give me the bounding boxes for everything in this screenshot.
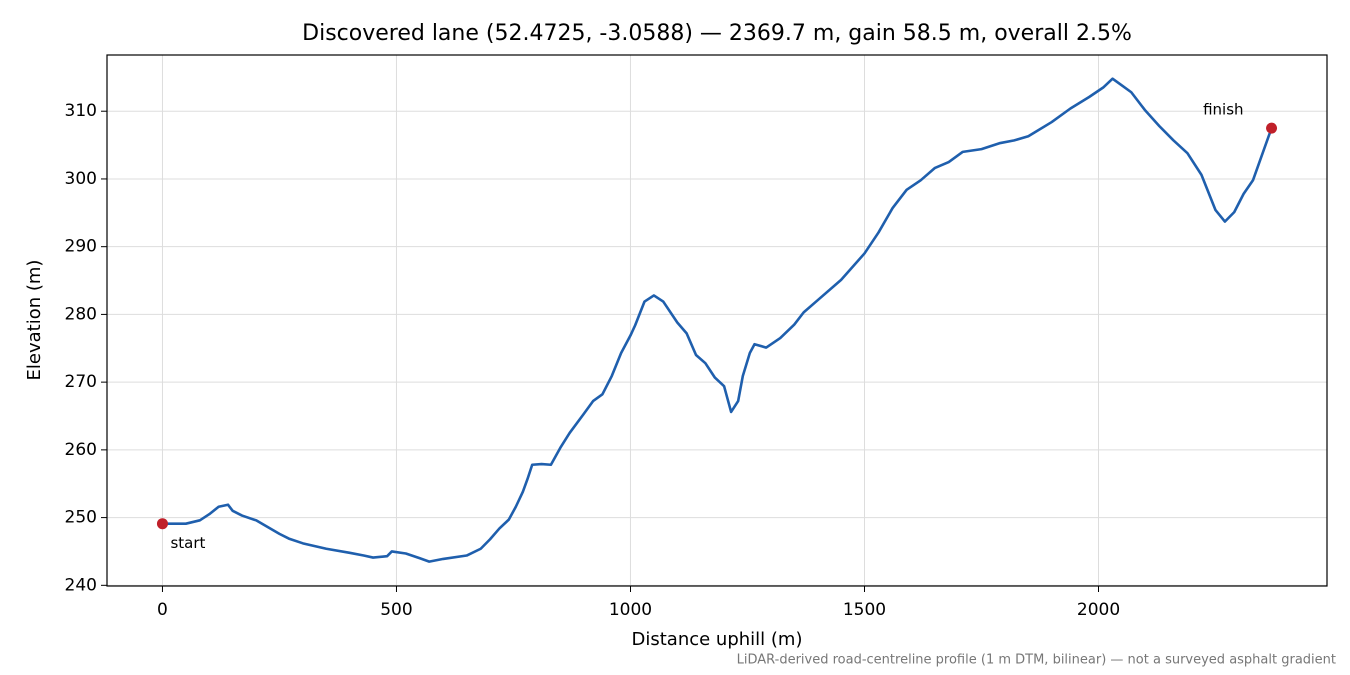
y-axis-label: Elevation (m)	[24, 260, 45, 381]
x-tick-label: 1500	[843, 600, 886, 620]
x-tick-label: 2000	[1077, 600, 1120, 620]
endpoint-label: finish	[1203, 101, 1243, 119]
x-tick-label: 1000	[609, 600, 652, 620]
chart-title: Discovered lane (52.4725, -3.0588) — 236…	[302, 21, 1132, 46]
elevation-line	[162, 77, 1273, 563]
endpoint-label: start	[170, 534, 205, 552]
y-tick-label: 310	[65, 101, 97, 121]
endpoint-marker	[156, 518, 168, 530]
y-tick-label: 300	[65, 169, 97, 189]
y-tick-label: 250	[65, 508, 97, 528]
caption: LiDAR-derived road-centreline profile (1…	[737, 653, 1336, 668]
y-tick-label: 290	[65, 237, 97, 257]
x-tick-label: 500	[380, 600, 412, 620]
y-tick-label: 270	[65, 372, 97, 392]
x-tick-label: 0	[157, 600, 168, 620]
plot-frame	[106, 54, 1328, 587]
y-tick-label: 260	[65, 440, 97, 460]
y-tick-label: 240	[65, 575, 97, 595]
x-axis-label: Distance uphill (m)	[632, 629, 803, 650]
y-tick-label: 280	[65, 304, 97, 324]
endpoint-marker	[1266, 122, 1278, 134]
